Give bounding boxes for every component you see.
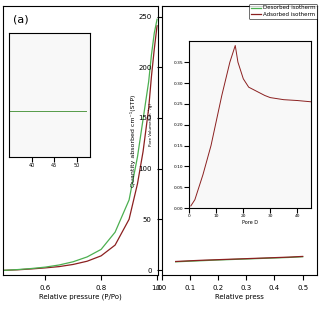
Adsorbed isotherm <box>244 257 248 260</box>
Adsorbed isotherm <box>301 254 305 258</box>
Adsorbed isotherm <box>259 256 262 260</box>
Line: Adsorbed isotherm: Adsorbed isotherm <box>176 256 303 261</box>
Adsorbed isotherm <box>188 259 192 263</box>
Adsorbed isotherm <box>216 258 220 262</box>
Y-axis label: Quantity absorbed cm⁻¹(STP): Quantity absorbed cm⁻¹(STP) <box>130 95 136 187</box>
Desorbed isotherm <box>216 258 220 262</box>
Desorbed isotherm <box>259 257 262 260</box>
Adsorbed isotherm <box>202 258 206 262</box>
Desorbed isotherm <box>188 259 192 263</box>
Desorbed isotherm <box>244 257 248 261</box>
Desorbed isotherm <box>273 256 276 260</box>
Desorbed isotherm <box>287 256 291 260</box>
Adsorbed isotherm <box>174 260 178 263</box>
Adsorbed isotherm <box>287 255 291 259</box>
Desorbed isotherm <box>301 255 305 259</box>
X-axis label: Relative press: Relative press <box>215 294 264 300</box>
Desorbed isotherm <box>174 260 178 264</box>
Line: Desorbed isotherm: Desorbed isotherm <box>176 257 303 262</box>
Desorbed isotherm <box>230 258 234 261</box>
Adsorbed isotherm <box>273 256 276 260</box>
Text: (a): (a) <box>12 14 28 24</box>
Desorbed isotherm <box>202 259 206 262</box>
X-axis label: Relative pressure (P/Po): Relative pressure (P/Po) <box>39 294 122 300</box>
Legend: Desorbed isotherm, Adsorbed isotherm: Desorbed isotherm, Adsorbed isotherm <box>249 4 317 19</box>
Adsorbed isotherm <box>230 257 234 261</box>
